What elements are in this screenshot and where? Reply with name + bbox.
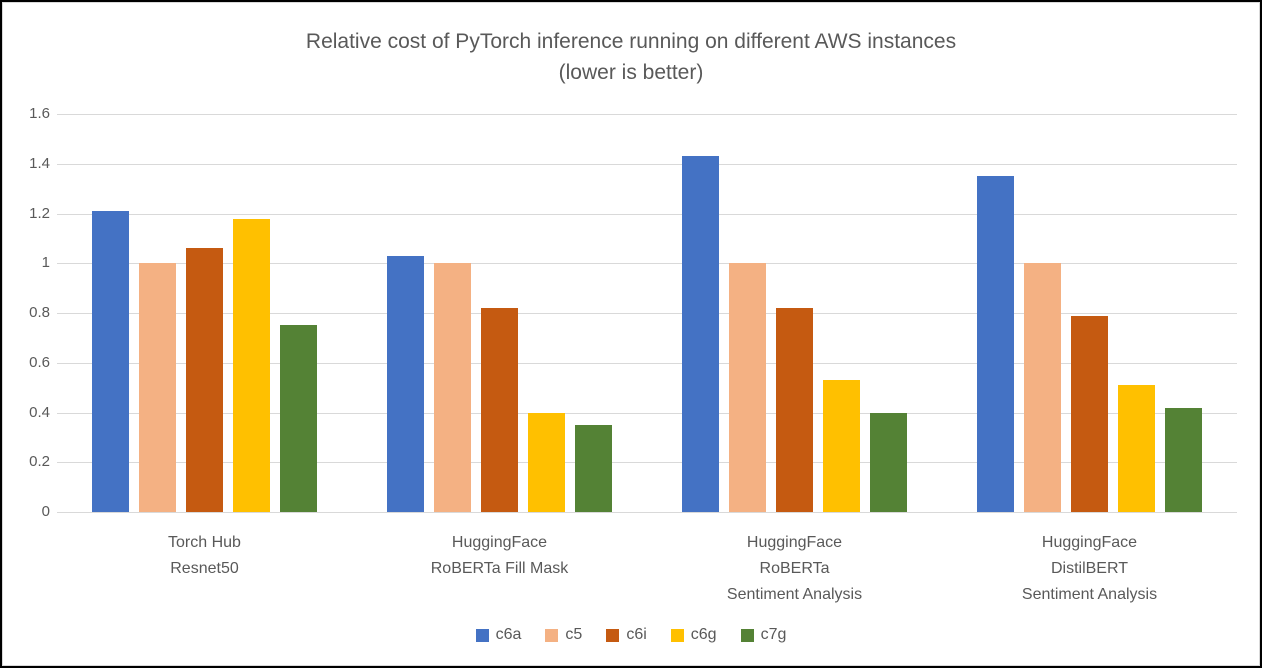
bar-c6a-group3 xyxy=(682,156,719,512)
gridline-y-1.4 xyxy=(57,163,1237,165)
chart-title-line1: Relative cost of PyTorch inference runni… xyxy=(305,30,957,53)
gridline-y-1 xyxy=(57,263,1237,265)
x-label-line: Torch Hub xyxy=(168,534,241,551)
legend-item-c5: c5 xyxy=(545,626,582,644)
gridline-y-1.2 xyxy=(57,213,1237,215)
legend-label-c5: c5 xyxy=(565,626,583,643)
legend-swatch-c5 xyxy=(545,628,559,642)
x-label-1: Torch Hub Resnet50 xyxy=(57,530,352,608)
x-label-line: RoBERTa Fill Mask xyxy=(430,560,569,577)
x-label-line: HuggingFace xyxy=(746,534,843,551)
gridline-y-0 xyxy=(57,512,1237,513)
legend-label-c6a: c6a xyxy=(495,626,522,643)
legend-swatch-c7g xyxy=(740,628,754,642)
y-tick-label-0: 0 xyxy=(41,503,50,520)
bar-c7g-group1 xyxy=(280,325,317,512)
legend-label-c6g: c6g xyxy=(690,626,717,643)
y-tick-label-1.4: 1.4 xyxy=(29,154,50,172)
bar-c6g-group1 xyxy=(233,218,270,512)
x-label-2: HuggingFace RoBERTa Fill Mask xyxy=(352,530,647,608)
bar-c6g-group4 xyxy=(1118,385,1155,512)
gridline-y-0.8 xyxy=(57,313,1237,314)
gridline-y-0.2 xyxy=(57,462,1237,464)
x-label-line: HuggingFace xyxy=(1041,534,1138,551)
legend-item-c7g: c7g xyxy=(740,626,787,644)
legend-swatch-c6i xyxy=(606,628,620,642)
y-tick-label-0.4: 0.4 xyxy=(29,403,50,421)
bar-c5-group3 xyxy=(729,263,766,512)
y-tick-label-0.6: 0.6 xyxy=(29,353,50,371)
y-tick-label-1.2: 1.2 xyxy=(29,204,50,222)
legend-swatch-c6a xyxy=(475,628,489,642)
bar-c6a-group4 xyxy=(977,176,1014,512)
bar-c7g-group4 xyxy=(1165,407,1202,512)
legend-swatch-c6g xyxy=(670,628,684,642)
bar-c6a-group1 xyxy=(92,211,129,512)
x-label-line: Resnet50 xyxy=(170,560,239,577)
gridline-y-0.4 xyxy=(57,412,1237,414)
legend-item-c6g: c6g xyxy=(670,626,717,644)
x-label-line: Sentiment Analysis xyxy=(726,586,863,603)
bar-group-3 xyxy=(647,114,942,512)
legend-item-c6a: c6a xyxy=(475,626,522,644)
x-label-3: HuggingFace RoBERTa Sentiment Analysis xyxy=(647,530,942,608)
bar-c6i-group4 xyxy=(1071,315,1108,512)
chart-title: Relative cost of PyTorch inference runni… xyxy=(2,26,1260,88)
bar-group-2 xyxy=(352,114,647,512)
y-tick-label-1: 1 xyxy=(41,254,50,272)
legend-item-c6i: c6i xyxy=(606,626,647,644)
plot-area: 1.6 1.4 1.2 1 0.8 0.6 0.4 0.2 0 xyxy=(29,105,1237,520)
legend-label-c6i: c6i xyxy=(626,626,647,643)
x-label-line: HuggingFace xyxy=(451,534,548,551)
gridline-y-1.6 xyxy=(57,114,1237,115)
x-label-line: Sentiment Analysis xyxy=(1021,586,1158,603)
gridline-y-0.6 xyxy=(57,362,1237,364)
y-tick-label-1.6: 1.6 xyxy=(29,105,50,122)
y-tick-label-0.8: 0.8 xyxy=(29,304,50,321)
x-label-4: HuggingFace DistilBERT Sentiment Analysis xyxy=(942,530,1237,608)
x-axis-labels: Torch Hub Resnet50 HuggingFace RoBERTa Fill… xyxy=(57,530,1237,608)
bar-c6i-group2 xyxy=(481,308,518,512)
chart-title-line2: (lower is better) xyxy=(558,61,704,84)
bar-group-4 xyxy=(942,114,1237,512)
bar-c5-group1 xyxy=(139,263,176,512)
bar-group-1 xyxy=(57,114,352,512)
bar-c7g-group3 xyxy=(870,412,907,512)
bar-c7g-group2 xyxy=(575,424,612,512)
bar-c6g-group3 xyxy=(823,380,860,512)
bar-c6a-group2 xyxy=(387,255,424,512)
legend: c6a c5 c6i c6g c7g xyxy=(2,626,1260,644)
bar-c5-group4 xyxy=(1024,263,1061,512)
bar-c6i-group1 xyxy=(186,248,223,512)
x-label-line: RoBERTa xyxy=(759,560,830,577)
y-tick-label-0.2: 0.2 xyxy=(29,453,50,471)
bar-c5-group2 xyxy=(434,263,471,512)
bar-c6i-group3 xyxy=(776,308,813,512)
bar-c6g-group2 xyxy=(528,412,565,512)
legend-label-c7g: c7g xyxy=(760,626,787,643)
x-label-line: DistilBERT xyxy=(1050,560,1129,577)
